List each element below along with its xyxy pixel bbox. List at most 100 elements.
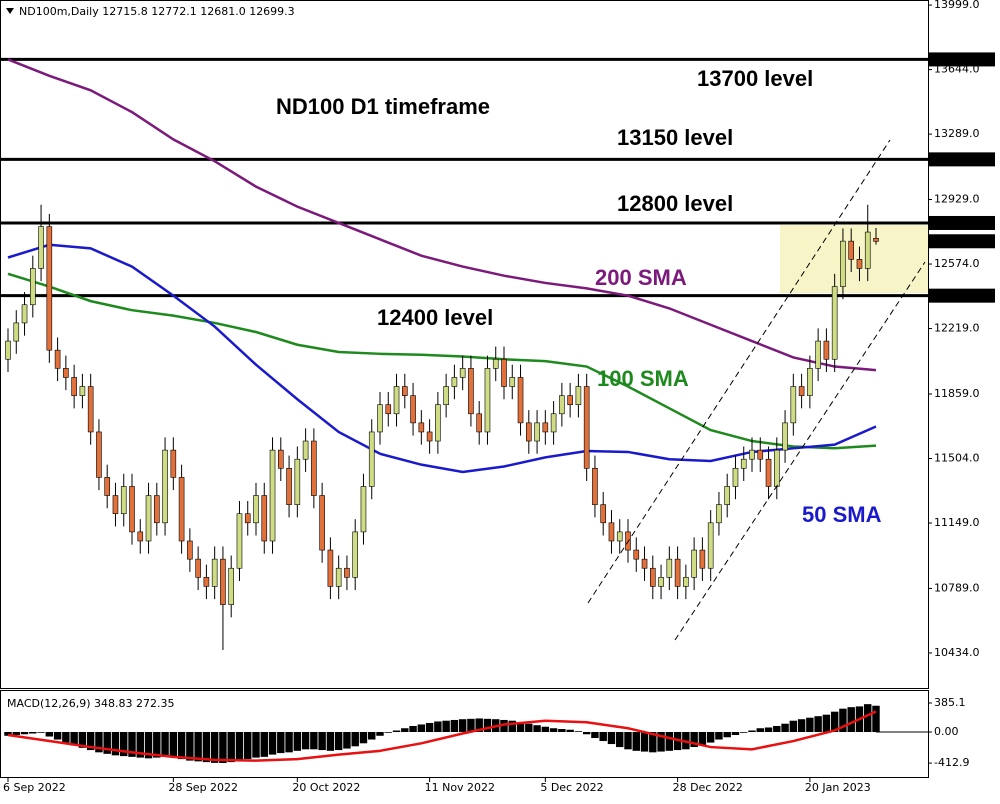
x-tick-label: 28 Dec 2022: [673, 781, 743, 794]
macd-bar: [277, 732, 285, 754]
y-tick-label: 11859.0: [934, 387, 980, 400]
macd-y-tick-label: 385.1: [934, 696, 966, 709]
x-tick-label: 20 Oct 2022: [292, 781, 360, 794]
y-tick-label: 12219.0: [934, 322, 980, 335]
candle-body: [401, 386, 408, 396]
candle-body: [848, 240, 855, 260]
annotation: 200 SMA: [595, 265, 687, 290]
macd-bar: [616, 732, 624, 748]
x-tick-label: 28 Sep 2022: [168, 781, 238, 794]
sma-line: [7, 243, 877, 474]
macd-bar: [839, 708, 847, 733]
candle-body: [426, 431, 433, 442]
macd-bar: [425, 722, 434, 733]
candle-body: [137, 531, 144, 542]
candle-body: [38, 226, 44, 269]
macd-bar: [624, 732, 632, 750]
candle-body: [575, 386, 582, 405]
macd-bar: [20, 732, 29, 735]
level-label-box: [929, 52, 995, 67]
macd-bar: [541, 726, 550, 733]
macd-bar: [649, 732, 657, 753]
macd-y-tick-label: 0.00: [934, 725, 959, 738]
x-tick-label: 20 Jan 2023: [805, 781, 871, 794]
candle-body: [154, 495, 160, 524]
level-label-box: [929, 288, 995, 303]
candle-body: [46, 226, 53, 351]
candle-body: [220, 558, 226, 605]
macd-bar: [698, 732, 707, 745]
macd-bar: [764, 727, 773, 733]
macd-bar: [690, 732, 698, 748]
macd-bar: [525, 723, 533, 733]
candle-body: [418, 422, 425, 433]
level-label: 13700.0: [933, 52, 979, 65]
macd-bar: [376, 732, 384, 736]
macd-bar: [103, 732, 111, 754]
macd-title: MACD(12,26,9) 348.83 272.35: [7, 697, 175, 710]
candle-body: [311, 440, 317, 496]
macd-bar: [120, 732, 128, 757]
annotation: 13150 level: [617, 125, 733, 150]
candle-body: [145, 495, 152, 542]
candle-body: [740, 458, 747, 469]
candle-body: [798, 386, 805, 396]
candle-body: [790, 386, 797, 424]
chart-title: ND100m,Daily 12715.8 12772.1 12681.0 126…: [19, 5, 295, 18]
candle-body: [757, 449, 764, 460]
macd-bar: [111, 732, 120, 756]
candle-body: [261, 495, 268, 542]
macd-bar: [268, 732, 277, 755]
macd-bar: [640, 732, 649, 752]
macd-bar: [864, 704, 872, 733]
candle-body: [749, 449, 755, 460]
candle-body: [96, 431, 102, 478]
macd-bar: [483, 718, 492, 733]
candle-body: [377, 404, 383, 433]
candle-body: [583, 386, 590, 469]
macd-bar: [450, 719, 459, 733]
candle-body: [765, 458, 772, 487]
candle-body: [71, 377, 77, 396]
candle-body: [54, 349, 61, 369]
y-tick-label: 12929.0: [934, 193, 980, 206]
annotation: 12800 level: [617, 191, 733, 216]
x-tick-label: 11 Nov 2022: [425, 781, 495, 794]
macd-bar: [136, 732, 144, 758]
channel-upper: [587, 139, 891, 604]
macd-bar: [549, 728, 558, 733]
macd-bar: [740, 732, 748, 733]
sma-line: [7, 58, 877, 372]
candle-body: [228, 567, 234, 605]
candle-body: [509, 377, 516, 387]
candle-body: [559, 395, 565, 415]
macd-bar: [326, 732, 335, 751]
macd-bar: [781, 723, 789, 733]
level-label-box: [929, 215, 995, 230]
macd-bar: [434, 721, 442, 733]
macd-bar: [533, 725, 541, 733]
candle-body: [641, 558, 648, 569]
channel-lower: [674, 261, 926, 641]
macd-bar: [144, 732, 153, 759]
macd-bar: [161, 732, 169, 757]
y-tick-label: 10789.0: [934, 581, 980, 594]
annotation: 100 SMA: [597, 366, 689, 391]
macd-bar: [814, 716, 822, 733]
candle-body: [492, 358, 499, 369]
price-frame: [0, 0, 929, 689]
candle-body: [534, 422, 540, 442]
candle-body: [104, 477, 110, 496]
candle-body: [277, 449, 284, 469]
candle-body: [683, 577, 689, 587]
macd-bar: [29, 732, 37, 734]
candle-body: [451, 377, 458, 387]
candle-body: [616, 531, 623, 542]
macd-bar: [37, 732, 45, 733]
macd-bar: [731, 732, 740, 736]
macd-bar: [591, 732, 599, 739]
macd-bar: [285, 732, 293, 753]
candle-body: [170, 449, 177, 478]
level-label: 13150.0: [933, 152, 979, 165]
